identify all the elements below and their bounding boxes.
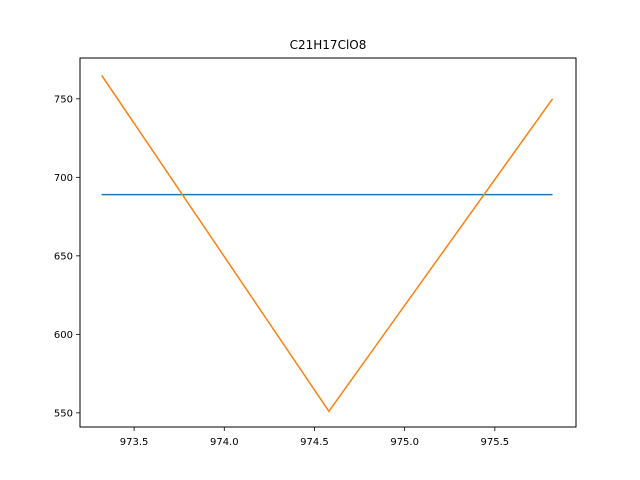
y-tick-label: 600 <box>54 330 73 341</box>
x-tick-label: 974.0 <box>210 437 239 448</box>
x-tick-label: 975.5 <box>481 437 510 448</box>
plot-frame <box>79 57 577 428</box>
y-tick-label: 750 <box>54 94 73 105</box>
chart-title: C21H17ClO8 <box>290 38 367 52</box>
y-tick-label: 650 <box>54 251 73 262</box>
x-tick-label: 974.5 <box>300 437 329 448</box>
series-layer <box>101 74 554 413</box>
y-tick-label: 700 <box>54 173 73 184</box>
x-tick-label: 975.0 <box>390 437 419 448</box>
y-tick-label: 550 <box>54 408 73 419</box>
x-tick-label: 973.5 <box>120 437 149 448</box>
series-line-1 <box>101 74 554 413</box>
axis-layer: 973.5 974.0 974.5 975.0 975.5 550 600 650 700 750 <box>54 94 509 448</box>
